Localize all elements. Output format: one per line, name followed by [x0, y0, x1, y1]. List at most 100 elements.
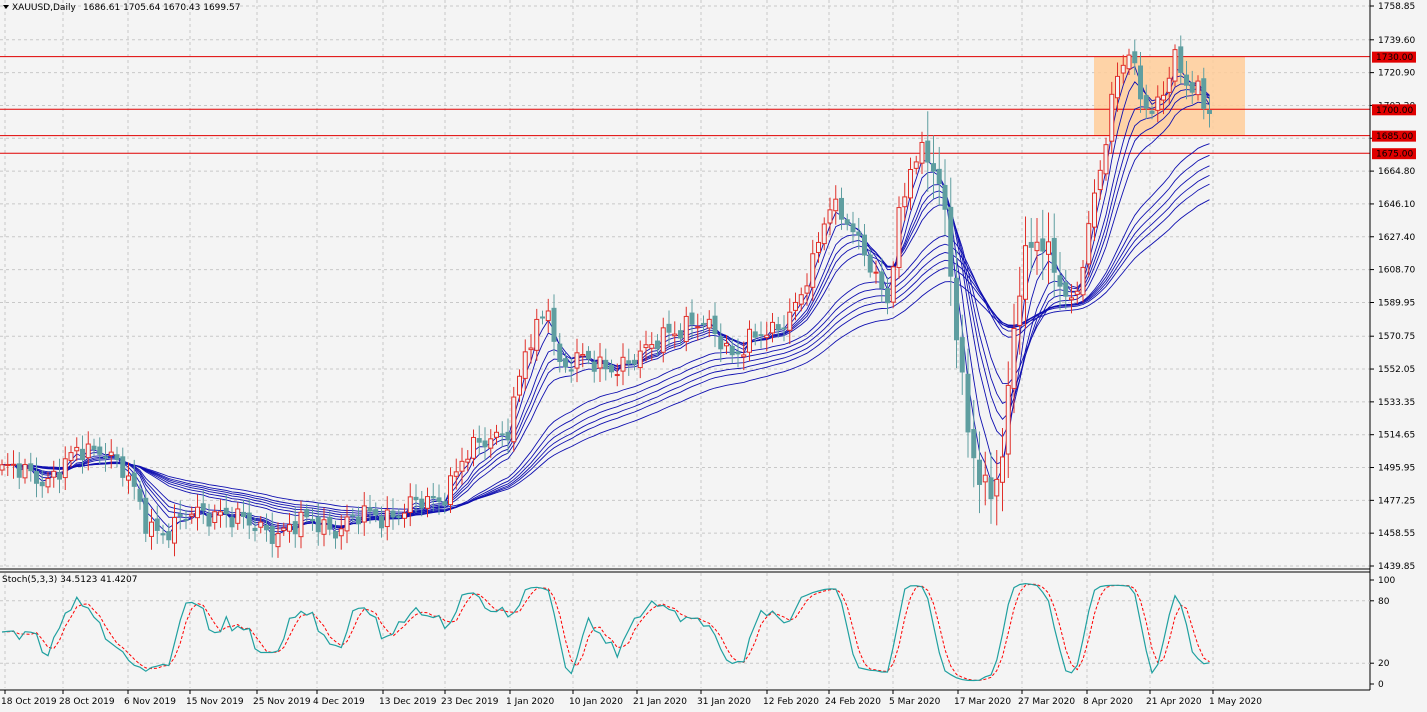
symbol-label: XAUUSD,Daily	[12, 3, 76, 13]
candle	[1011, 303, 1017, 414]
candle	[798, 287, 804, 312]
candle	[344, 504, 350, 544]
candle	[511, 386, 517, 452]
candle	[1109, 81, 1115, 154]
candle	[752, 323, 758, 346]
candle	[844, 213, 850, 231]
stoch-tick-label: 20	[1378, 659, 1390, 669]
candle	[557, 333, 563, 373]
time-tick-label: 24 Feb 2020	[825, 697, 881, 707]
candle	[189, 506, 195, 524]
stoch-tick-label: 80	[1378, 597, 1390, 607]
time-tick-label: 21 Jan 2020	[633, 697, 687, 707]
candle	[862, 223, 867, 267]
candle	[885, 277, 890, 315]
candle	[97, 437, 103, 465]
stoch-tick-label: 0	[1378, 680, 1384, 690]
candle	[57, 458, 62, 494]
candle	[1023, 216, 1028, 329]
candle	[793, 292, 798, 321]
candle	[660, 317, 666, 363]
price-tick-label: 1439.85	[1378, 562, 1415, 572]
candle	[540, 310, 545, 325]
candle	[453, 458, 459, 490]
candle	[160, 524, 166, 544]
time-tick-label: 25 Nov 2019	[253, 697, 311, 707]
candle	[1178, 35, 1184, 84]
candle	[804, 273, 810, 306]
level-tag-label: 1675.00	[1376, 150, 1413, 160]
price-axis[interactable]: 1758.851739.601720.901702.201683.501664.…	[1370, 2, 1415, 572]
candle	[936, 146, 942, 207]
candle	[1166, 66, 1172, 104]
candle	[114, 446, 120, 468]
candle	[402, 503, 407, 528]
candle	[154, 505, 160, 544]
candle	[1080, 260, 1086, 303]
candle	[959, 314, 965, 395]
candle	[356, 506, 361, 535]
candle	[1057, 251, 1063, 310]
price-tick-label: 1664.80	[1378, 167, 1415, 177]
candle	[896, 196, 902, 279]
candle	[867, 249, 873, 278]
candle	[545, 298, 551, 333]
candle	[528, 334, 534, 364]
candle	[476, 425, 482, 456]
time-axis[interactable]: 18 Oct 2019 28 Oct 2019 6 Nov 2019 15 Nov 2…	[1, 690, 1262, 707]
time-tick-label: 1 Jan 2020	[506, 697, 554, 707]
stoch-label: Stoch(5,3,3) 34.5123 41.4207	[2, 575, 137, 585]
candle	[775, 316, 781, 338]
candle	[586, 346, 591, 365]
candle	[465, 450, 471, 472]
candle	[5, 453, 11, 477]
candle	[568, 358, 574, 383]
ema-line	[2, 174, 1210, 515]
candle	[482, 427, 488, 461]
time-tick-label: 5 Mar 2020	[889, 697, 941, 707]
candle	[1034, 217, 1040, 275]
candle	[603, 348, 609, 381]
time-tick-label: 13 Dec 2019	[379, 697, 437, 707]
candle	[310, 508, 315, 531]
candle	[689, 299, 695, 339]
time-tick-label: 21 Apr 2020	[1146, 697, 1202, 707]
candle	[143, 489, 149, 543]
candle	[1092, 179, 1097, 241]
candle	[396, 508, 402, 526]
candle	[747, 320, 752, 362]
candle	[120, 447, 126, 487]
candle	[821, 217, 827, 251]
level-tag-label: 1730.00	[1376, 53, 1413, 63]
candle	[827, 197, 833, 236]
candle	[954, 249, 959, 369]
candle	[74, 437, 80, 461]
candle	[609, 359, 614, 378]
candle	[758, 321, 764, 349]
level-tag-bg	[1372, 130, 1416, 142]
candle	[632, 353, 637, 371]
candle	[1184, 61, 1189, 100]
candle	[419, 490, 425, 517]
level-tag-label: 1685.00	[1376, 132, 1413, 142]
time-tick-label: 12 Feb 2020	[763, 697, 819, 707]
candle	[1120, 54, 1126, 84]
candle	[810, 239, 816, 302]
candle	[706, 310, 712, 338]
candle	[890, 261, 896, 308]
candle	[839, 187, 844, 230]
candle	[275, 522, 281, 558]
candle	[488, 429, 494, 458]
candle	[735, 338, 741, 368]
candle	[655, 334, 660, 356]
stoch-main-line	[1, 582, 1210, 682]
candle	[683, 306, 689, 352]
candle	[1138, 51, 1143, 113]
time-tick-label: 8 Apr 2020	[1083, 697, 1133, 707]
candle	[108, 439, 114, 469]
candle	[350, 508, 356, 522]
candle	[1155, 85, 1161, 123]
chart-menu-icon[interactable]	[3, 5, 9, 9]
candle	[16, 452, 22, 490]
